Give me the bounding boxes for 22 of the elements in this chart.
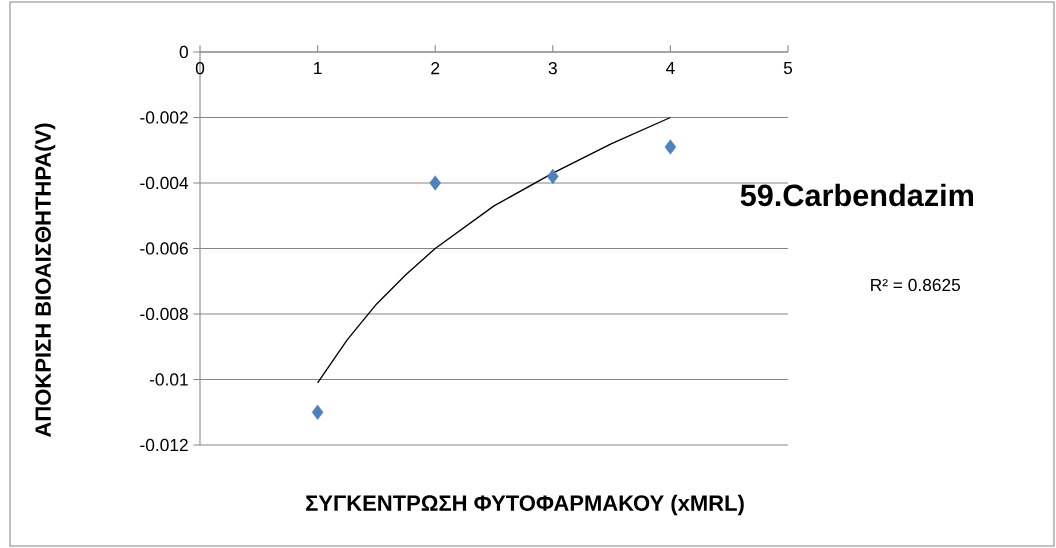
- x-tick-label: 2: [431, 62, 440, 75]
- point: [311, 404, 324, 420]
- y-tick-label: -0.006: [140, 242, 188, 255]
- x-tick-label: 4: [665, 62, 675, 74]
- y-axis-title: ΑΠΟΚΡΙΣΗ ΒΙΟΑΙΣΘΗΤΗΡΑ(V): [34, 123, 56, 437]
- x-tick-label: 0: [195, 62, 205, 75]
- y-tick-label: -0.002: [140, 111, 188, 124]
- y-tick-label: -0.008: [140, 307, 188, 321]
- y-tick-label: -0.012: [140, 438, 188, 452]
- text: 59.Carbendazim: [740, 183, 973, 207]
- x-axis-title: ΣΥΓΚΕΝΤΡΩΣΗ ΦΥΤΟΦΑΡΜΑΚΟΥ (xMRL): [306, 494, 744, 516]
- point: [547, 168, 559, 185]
- y-tick-label: -0.01: [149, 373, 188, 386]
- x-tick-label: 3: [548, 62, 557, 75]
- point: [664, 139, 677, 155]
- text: R² = 0.8625: [871, 278, 961, 292]
- y-tick-label: 0: [179, 45, 188, 59]
- x-tick-label: 5: [783, 62, 793, 75]
- line-series: [316, 116, 672, 384]
- point: [429, 175, 441, 191]
- y-tick-label: -0.004: [140, 176, 189, 190]
- x-tick-label: 1: [314, 62, 322, 74]
